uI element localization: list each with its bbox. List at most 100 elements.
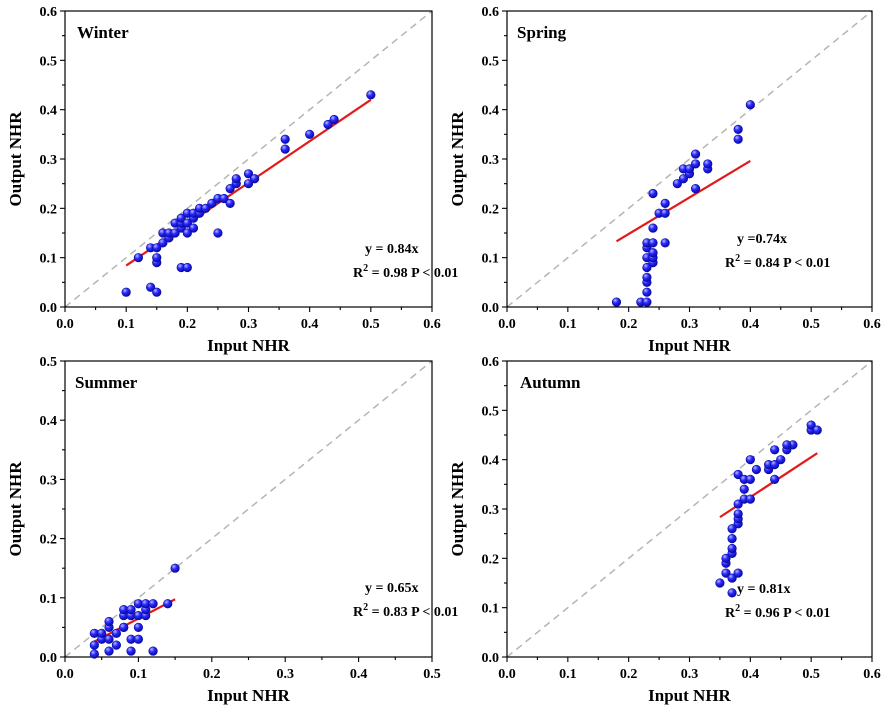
chart-2-data-point — [111, 628, 121, 638]
chart-1-x-tick-label: 0.0 — [498, 317, 516, 332]
chart-0-data-point — [280, 144, 290, 154]
chart-3-x-tick-label: 0.6 — [863, 667, 881, 682]
chart-1-y-tick-label: 0.2 — [482, 202, 500, 217]
chart-3-x-tick-label: 0.3 — [681, 667, 699, 682]
chart-1-data-point — [642, 287, 652, 297]
chart-1-data-point — [733, 134, 743, 144]
chart-2-summer: 0.0 0.1 0.2 0.3 0.4 0.5 0.0 0.1 0.2 0.3 0.4 0.5 Inpu… — [6, 355, 458, 705]
chart-1-data-point — [642, 272, 652, 283]
chart-1-data-point — [642, 297, 652, 307]
chart-1-data-point — [703, 159, 713, 169]
chart-1-y-tick-label: 0.3 — [482, 153, 500, 168]
chart-2-y-tick-label: 0.4 — [40, 414, 58, 429]
chart-0-x-tick-label: 0.1 — [117, 317, 135, 332]
chart-2-y-tick-label: 0.1 — [40, 592, 58, 607]
chart-1-x-tick-label: 0.1 — [559, 317, 577, 332]
chart-1-data-point — [745, 100, 755, 110]
chart-0-data-point — [225, 198, 235, 208]
chart-1-data-point — [733, 124, 743, 134]
chart-2-data-point — [148, 646, 158, 656]
chart-1-x-tick-label: 0.6 — [863, 317, 881, 332]
chart-3-data-point — [770, 474, 780, 485]
chart-0-data-point — [176, 213, 186, 223]
chart-0-data-point — [225, 184, 235, 194]
chart-0-equation: y = 0.84x — [365, 242, 418, 257]
chart-1-y-tick-label: 0.1 — [482, 252, 500, 267]
chart-3-data-point — [812, 425, 822, 435]
chart-2-x-tick-label: 0.2 — [203, 667, 221, 682]
chart-1-data-point — [660, 208, 670, 218]
chart-1-data-point — [648, 188, 658, 199]
chart-0-data-point — [182, 228, 192, 238]
chart-2-data-point — [133, 622, 143, 633]
chart-2-x-tick-label: 0.5 — [423, 667, 441, 682]
chart-1-y-tick-label: 0.5 — [482, 54, 500, 69]
chart-2-data-point — [170, 563, 180, 573]
chart-0-data-point — [323, 119, 333, 130]
chart-3-data-point — [745, 474, 755, 485]
chart-1-spring: 0.0 0.1 0.2 0.3 0.4 0.5 0.6 0.0 0.1 0.2 0.3 0.4 0.5 0… — [448, 5, 881, 355]
chart-1-data-point — [690, 159, 701, 169]
chart-2-r2-annotation: R2 = 0.83 P < 0.01 — [353, 602, 458, 620]
chart-0-x-tick-label: 0.4 — [301, 317, 319, 332]
chart-2-y-tick-label: 0.5 — [40, 355, 58, 370]
chart-0-data-point — [231, 174, 241, 184]
chart-0-data-point — [133, 253, 143, 263]
chart-1-equation: y =0.74x — [737, 232, 787, 247]
chart-2-data-point — [133, 634, 143, 644]
chart-1-reference-line — [506, 10, 873, 308]
chart-2-data-point — [89, 640, 99, 650]
chart-0-data-point — [213, 228, 223, 238]
chart-0-x-tick-label: 0.3 — [240, 317, 258, 332]
chart-3-data-point — [721, 568, 731, 578]
chart-3-y-axis-title: Output NHR — [448, 461, 467, 557]
chart-2-y-tick-label: 0.0 — [40, 651, 58, 666]
chart-1-data-point — [660, 198, 670, 208]
chart-0-data-point — [182, 218, 192, 228]
chart-2-x-axis-title: Input NHR — [207, 686, 290, 705]
chart-3-data-point — [782, 440, 792, 450]
chart-2-data-point — [104, 634, 114, 644]
chart-2-x-tick-label: 0.1 — [130, 667, 148, 682]
chart-2-x-tick-label: 0.0 — [56, 667, 74, 682]
chart-1-x-tick-label: 0.5 — [802, 317, 820, 332]
chart-0-winter: 0.0 0.1 0.2 0.3 0.4 0.5 0.6 0.0 0.1 0.2 0.3 0.4 0.5 0… — [6, 5, 458, 355]
chart-3-data-point — [733, 499, 743, 509]
chart-0-data-point — [250, 174, 260, 184]
chart-3-y-tick-label: 0.6 — [482, 355, 500, 370]
chart-3-y-tick-label: 0.2 — [482, 552, 500, 567]
chart-1-y-axis-title: Output NHR — [448, 111, 467, 207]
chart-1-x-axis-title: Input NHR — [648, 336, 731, 355]
chart-0-data-point — [329, 114, 339, 125]
chart-1-data-point — [648, 248, 658, 258]
chart-1-y-tick-label: 0.6 — [482, 5, 500, 20]
chart-0-data-point — [152, 287, 162, 297]
chart-1-data-point — [648, 238, 658, 248]
chart-3-panel-title: Autumn — [520, 373, 581, 392]
chart-2-data-point — [126, 646, 136, 656]
chart-0-data-point — [280, 134, 290, 144]
chart-3-data-point — [727, 524, 737, 534]
chart-3-data-point — [715, 578, 725, 588]
chart-2-data-point — [104, 646, 114, 656]
chart-0-data-point — [152, 243, 162, 253]
chart-1-data-point — [660, 238, 670, 248]
chart-1-x-tick-label: 0.4 — [742, 317, 760, 332]
chart-0-r2-annotation: R2 = 0.98 P < 0.01 — [353, 263, 458, 281]
chart-1-r2-annotation: R2 = 0.84 P < 0.01 — [725, 253, 830, 271]
chart-2-fit-line — [93, 598, 176, 643]
chart-1-data-point — [642, 262, 652, 273]
chart-3-data-point — [727, 543, 737, 554]
chart-1-x-tick-label: 0.3 — [681, 317, 699, 332]
chart-3-data-point — [733, 568, 743, 578]
chart-3-equation: y = 0.81x — [737, 582, 790, 597]
chart-3-reference-line — [506, 360, 873, 658]
chart-0-data-point — [219, 193, 229, 204]
chart-2-y-axis-title: Output NHR — [6, 461, 25, 557]
chart-1-fit-line — [615, 160, 751, 243]
chart-0-y-tick-label: 0.5 — [40, 54, 58, 69]
chart-3-data-point — [733, 469, 743, 480]
chart-0-reference-line — [64, 10, 433, 308]
chart-1-y-tick-label: 0.0 — [482, 301, 500, 316]
